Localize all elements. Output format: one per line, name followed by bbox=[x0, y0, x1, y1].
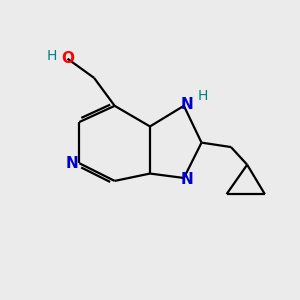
Text: N: N bbox=[180, 97, 193, 112]
Text: N: N bbox=[66, 156, 78, 171]
Text: H: H bbox=[198, 88, 208, 103]
Text: O: O bbox=[61, 51, 74, 66]
Text: N: N bbox=[180, 172, 193, 187]
Text: H: H bbox=[46, 49, 56, 63]
